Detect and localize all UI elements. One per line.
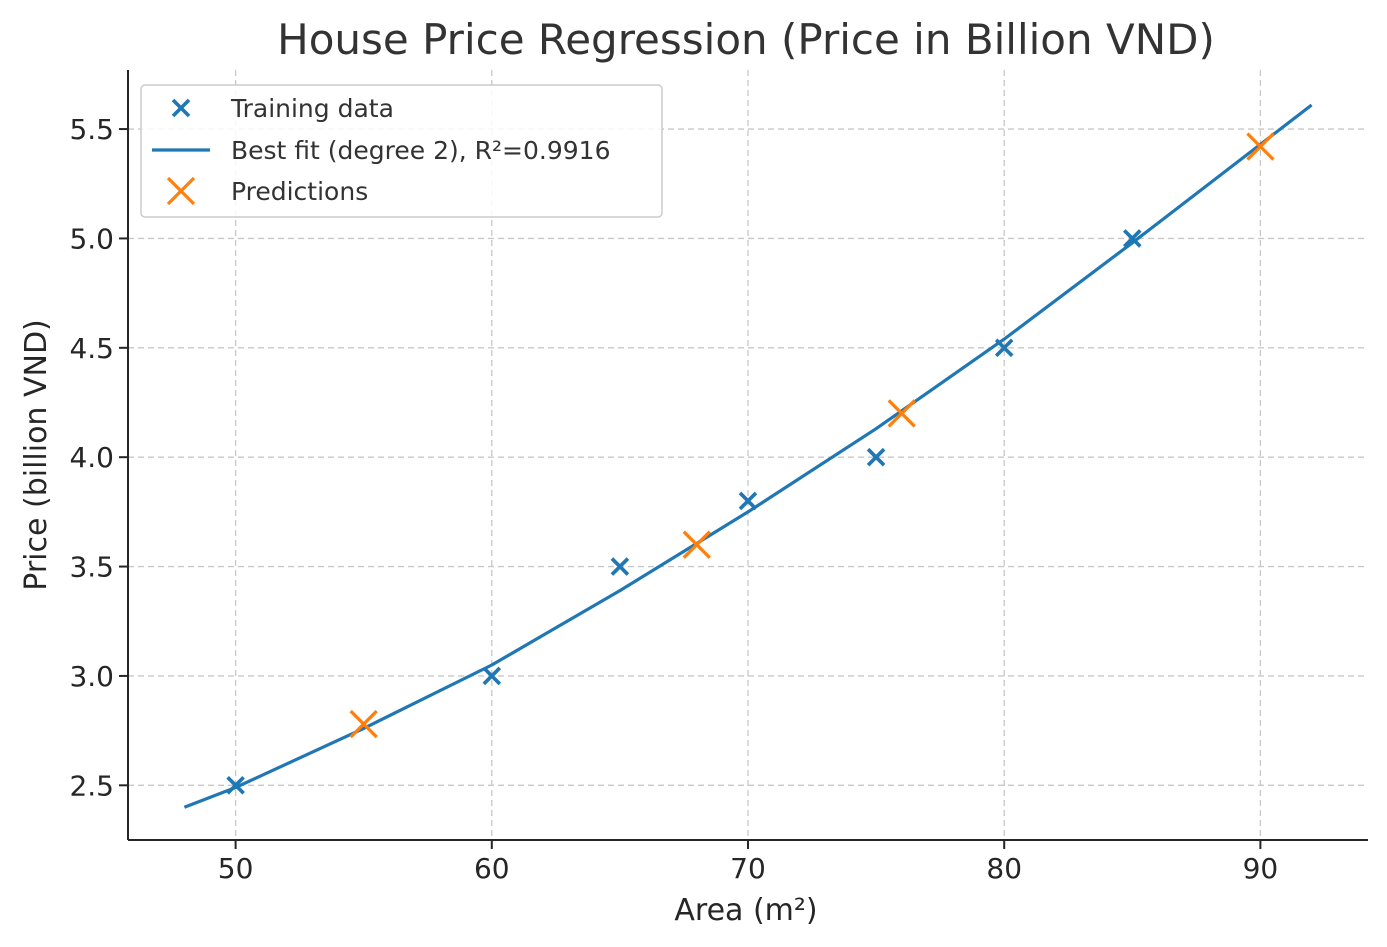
training-point bbox=[226, 776, 245, 795]
y-tick-label: 4.5 bbox=[69, 332, 114, 365]
y-tick-label: 2.5 bbox=[69, 769, 114, 802]
legend-label: Predictions bbox=[231, 177, 368, 206]
prediction-point bbox=[349, 709, 378, 739]
legend-label: Best fit (degree 2), R²=0.9916 bbox=[231, 136, 610, 165]
x-tick-label: 90 bbox=[1243, 852, 1279, 885]
legend-training-swatch bbox=[171, 98, 191, 118]
y-tick-label: 5.0 bbox=[69, 222, 114, 255]
training-point bbox=[994, 338, 1014, 358]
y-tick-label: 4.0 bbox=[69, 441, 114, 474]
x-tick-label: 50 bbox=[218, 852, 254, 885]
prediction-point bbox=[1246, 132, 1275, 161]
legend-frame bbox=[140, 84, 663, 218]
prediction-point bbox=[887, 399, 916, 428]
grid bbox=[128, 70, 1368, 840]
legend-label: Training data bbox=[230, 94, 394, 123]
chart-title: House Price Regression (Price in Billion… bbox=[277, 15, 1215, 64]
prediction-point bbox=[682, 530, 711, 559]
x-tick-label: 70 bbox=[730, 852, 766, 885]
ticks: 50 60 70 80 90 2.5 3.0 3.5 4.0 4.5 5.0 5.5 bbox=[69, 113, 1278, 885]
training-point bbox=[866, 447, 886, 467]
y-tick-label: 3.5 bbox=[69, 551, 114, 584]
legend-prediction-swatch bbox=[166, 176, 196, 206]
best-fit-line bbox=[183, 103, 1313, 809]
x-tick-label: 60 bbox=[474, 852, 510, 885]
y-tick-label: 5.5 bbox=[69, 113, 114, 146]
x-tick-label: 80 bbox=[986, 852, 1022, 885]
training-point bbox=[482, 666, 502, 686]
training-point bbox=[610, 557, 630, 576]
plot-area bbox=[183, 103, 1313, 809]
training-point bbox=[1123, 229, 1142, 248]
training-point bbox=[738, 491, 758, 511]
y-tick-label: 3.0 bbox=[69, 660, 114, 693]
y-axis-label: Price (billion VND) bbox=[19, 319, 54, 590]
legend: Training data Best fit (degree 2), R²=0.9… bbox=[140, 84, 663, 218]
x-axis-label: Area (m²) bbox=[674, 893, 817, 928]
